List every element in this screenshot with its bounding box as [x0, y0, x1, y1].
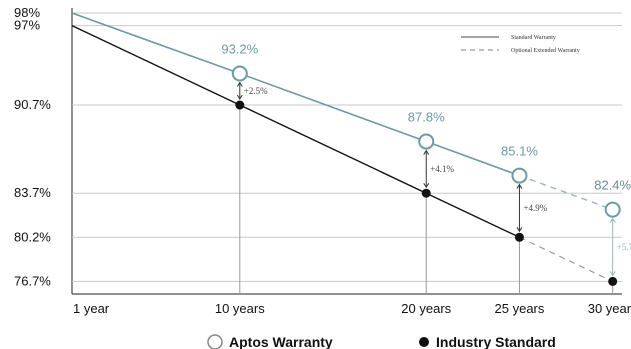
industry-point — [514, 232, 524, 242]
diff-arrow-head-up — [516, 183, 523, 189]
y-tick-label: 98% — [14, 5, 40, 20]
line-style-legend: Standard Warranty Optional Extended Warra… — [461, 35, 580, 54]
legend-industry-label: Industry Standard — [436, 334, 556, 349]
legend-solid-label: Standard Warranty — [511, 35, 556, 41]
y-tick-label: 90.7% — [14, 97, 51, 112]
diff-label: +4.1% — [430, 164, 454, 174]
diff-arrow-head-up — [423, 149, 430, 155]
aptos-point — [418, 133, 435, 150]
industry-point — [608, 276, 618, 286]
x-tick-label: 20 years — [401, 301, 451, 316]
legend-dashed-label: Optional Extended Warranty — [511, 48, 580, 54]
aptos-line-extended — [519, 174, 613, 211]
aptos-line-standard — [71, 12, 520, 177]
series-lines — [71, 12, 613, 282]
aptos-data-label: 82.4% — [594, 178, 631, 193]
x-tick-label: 25 years — [495, 301, 545, 316]
diff-arrow-head-down — [609, 271, 616, 277]
diff-label: +5.7% — [617, 242, 631, 252]
industry-line-standard — [71, 25, 520, 238]
legend-aptos-label: Aptos Warranty — [229, 334, 333, 349]
y-tick-label: 76.7% — [14, 273, 51, 288]
y-tick-label: 97% — [14, 18, 40, 33]
industry-point — [421, 188, 431, 198]
markers — [231, 65, 621, 286]
y-tick-labels: 98%97% 90.7% 83.7% 80.2% 76.7% — [14, 5, 51, 288]
x-tick-label: 30 years — [588, 301, 631, 316]
aptos-data-label: 93.2% — [221, 42, 258, 57]
x-tick-labels: 1 year 10 years 20 years 25 years 30 years — [73, 301, 631, 316]
industry-point — [235, 100, 245, 110]
diff-arrow-head-down — [516, 227, 523, 233]
data-labels: 93.2% 87.8% 85.1% 82.4% — [221, 42, 631, 193]
aptos-data-label: 87.8% — [408, 110, 445, 125]
diff-arrows: +2.5% +4.1% +4.9% +5.7% — [236, 81, 631, 277]
industry-line-extended — [519, 236, 613, 282]
diff-arrow-head-down — [236, 94, 243, 100]
grid-lines — [71, 8, 622, 295]
aptos-point — [231, 65, 248, 82]
aptos-data-label: 85.1% — [501, 144, 538, 159]
legend-industry-marker — [419, 337, 429, 347]
guide-lines — [239, 105, 614, 294]
x-tick-label: 10 years — [215, 301, 265, 316]
x-tick-label: 1 year — [73, 301, 110, 316]
y-tick-label: 83.7% — [14, 185, 51, 200]
aptos-point — [511, 167, 528, 184]
series-legend: Aptos Warranty Industry Standard — [207, 334, 556, 349]
diff-arrow-head-up — [236, 81, 243, 87]
legend-aptos-marker — [207, 334, 223, 349]
diff-label: +4.9% — [523, 203, 547, 213]
diff-arrow-head-down — [423, 182, 430, 189]
aptos-point — [604, 201, 621, 218]
diff-arrow-head-up — [609, 217, 616, 223]
y-tick-label: 80.2% — [14, 229, 51, 244]
diff-label: +2.5% — [244, 86, 268, 96]
